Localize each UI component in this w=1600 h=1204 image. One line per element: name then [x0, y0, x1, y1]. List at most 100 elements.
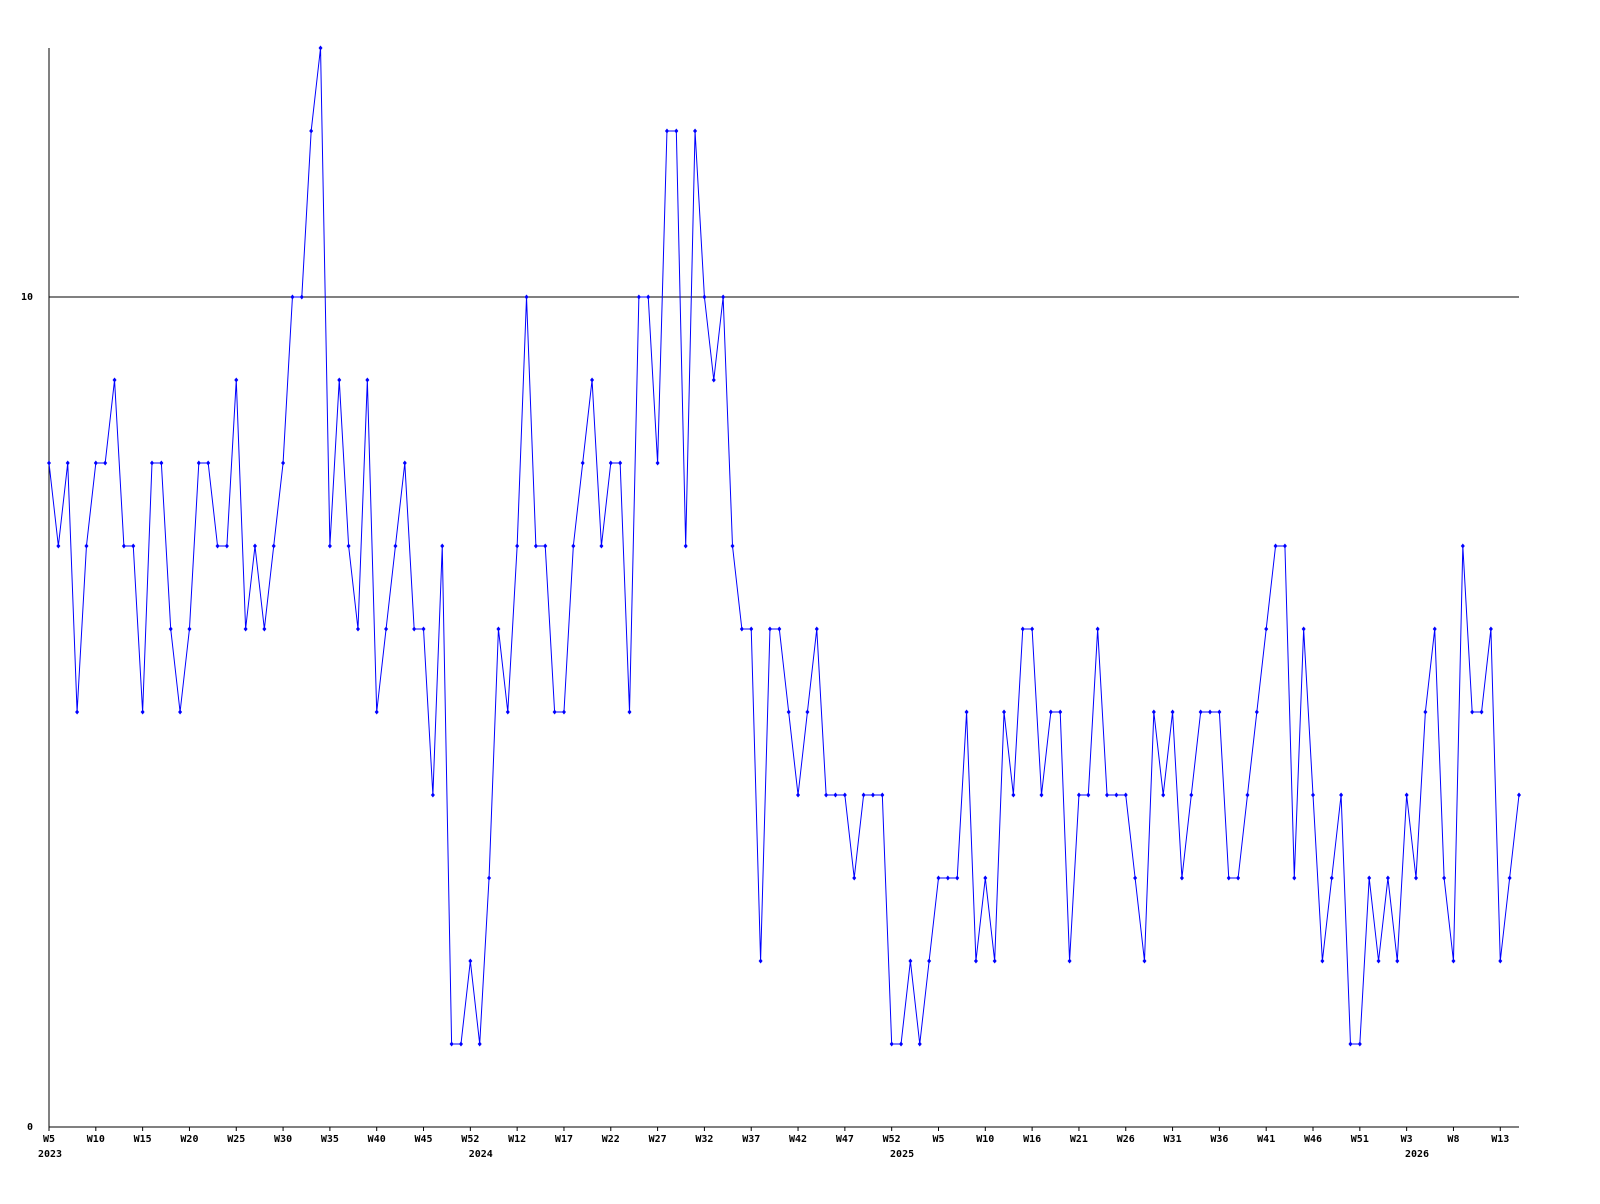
year-label: 2024 — [469, 1149, 493, 1160]
data-point — [1208, 709, 1213, 715]
data-point — [149, 460, 154, 466]
data-point — [346, 543, 351, 549]
x-tick-label: W30 — [274, 1134, 292, 1145]
data-point — [618, 460, 623, 466]
y-tick-label: 10 — [21, 292, 33, 303]
year-label: 2025 — [890, 1149, 914, 1160]
data-point — [721, 294, 726, 300]
data-point — [1189, 792, 1194, 798]
data-point — [852, 875, 857, 881]
data-point — [936, 875, 941, 881]
data-point — [1226, 875, 1231, 881]
data-point — [711, 377, 716, 383]
data-point — [206, 460, 211, 466]
data-point — [374, 709, 379, 715]
data-point — [178, 709, 183, 715]
data-point — [1432, 626, 1437, 632]
data-point — [655, 460, 660, 466]
series-line — [48, 47, 1520, 1045]
data-point — [1451, 958, 1456, 964]
data-point — [496, 626, 501, 632]
data-point — [1329, 875, 1334, 881]
data-point — [1488, 626, 1493, 632]
data-point — [749, 626, 754, 632]
data-point — [758, 958, 763, 964]
data-point — [870, 792, 875, 798]
data-point — [1517, 792, 1521, 798]
data-point — [384, 626, 389, 632]
x-tick-label: W31 — [1164, 1134, 1182, 1145]
data-point — [1414, 875, 1419, 881]
data-point — [1161, 792, 1166, 798]
data-point — [393, 543, 398, 549]
data-point — [215, 543, 220, 549]
data-point — [1048, 709, 1053, 715]
x-tick-label: W20 — [180, 1134, 198, 1145]
data-point — [1376, 958, 1381, 964]
x-tick-label: W27 — [649, 1134, 667, 1145]
data-point — [1133, 875, 1138, 881]
data-point — [468, 958, 473, 964]
data-point — [440, 543, 445, 549]
x-tick-label: W12 — [508, 1134, 526, 1145]
data-point — [945, 875, 950, 881]
data-point — [1367, 875, 1372, 881]
x-tick-label: W21 — [1070, 1134, 1088, 1145]
data-point — [47, 460, 51, 466]
data-point — [458, 1041, 463, 1047]
data-point — [112, 377, 117, 383]
data-point — [1395, 958, 1400, 964]
data-point — [1357, 1041, 1362, 1047]
data-point — [159, 460, 164, 466]
data-point — [571, 543, 576, 549]
data-point — [1020, 626, 1025, 632]
data-point — [318, 45, 323, 51]
data-point — [880, 792, 885, 798]
data-point — [84, 543, 89, 549]
x-tick-label: W10 — [87, 1134, 105, 1145]
x-tick-label: W3 — [1401, 1134, 1413, 1145]
data-point — [187, 626, 192, 632]
x-tick-label: W17 — [555, 1134, 573, 1145]
data-point — [739, 626, 744, 632]
data-point — [674, 128, 679, 134]
data-point — [964, 709, 969, 715]
data-point — [243, 626, 248, 632]
data-point — [777, 626, 782, 632]
data-point — [56, 543, 61, 549]
data-point — [524, 294, 529, 300]
data-point — [1254, 709, 1259, 715]
data-point — [1404, 792, 1409, 798]
data-point — [702, 294, 707, 300]
data-point — [533, 543, 538, 549]
data-point — [899, 1041, 904, 1047]
data-point — [449, 1041, 454, 1047]
data-point — [627, 709, 632, 715]
data-point — [1217, 709, 1222, 715]
data-point — [93, 460, 98, 466]
x-tick-label: W51 — [1351, 1134, 1369, 1145]
data-point — [234, 377, 239, 383]
year-label: 2023 — [38, 1149, 62, 1160]
data-point — [1123, 792, 1128, 798]
x-tick-label: W32 — [695, 1134, 713, 1145]
data-point — [430, 792, 435, 798]
data-point — [196, 460, 201, 466]
data-point — [599, 543, 604, 549]
data-point — [608, 460, 613, 466]
data-point — [833, 792, 838, 798]
data-point — [1076, 792, 1081, 798]
data-point — [1339, 792, 1344, 798]
data-point — [927, 958, 932, 964]
x-tick-label: W52 — [883, 1134, 901, 1145]
data-point — [796, 792, 801, 798]
data-point — [683, 543, 688, 549]
data-point — [1011, 792, 1016, 798]
data-point — [140, 709, 145, 715]
data-point — [805, 709, 810, 715]
data-point — [1479, 709, 1484, 715]
data-point — [1320, 958, 1325, 964]
data-point — [168, 626, 173, 632]
data-point — [917, 1041, 922, 1047]
